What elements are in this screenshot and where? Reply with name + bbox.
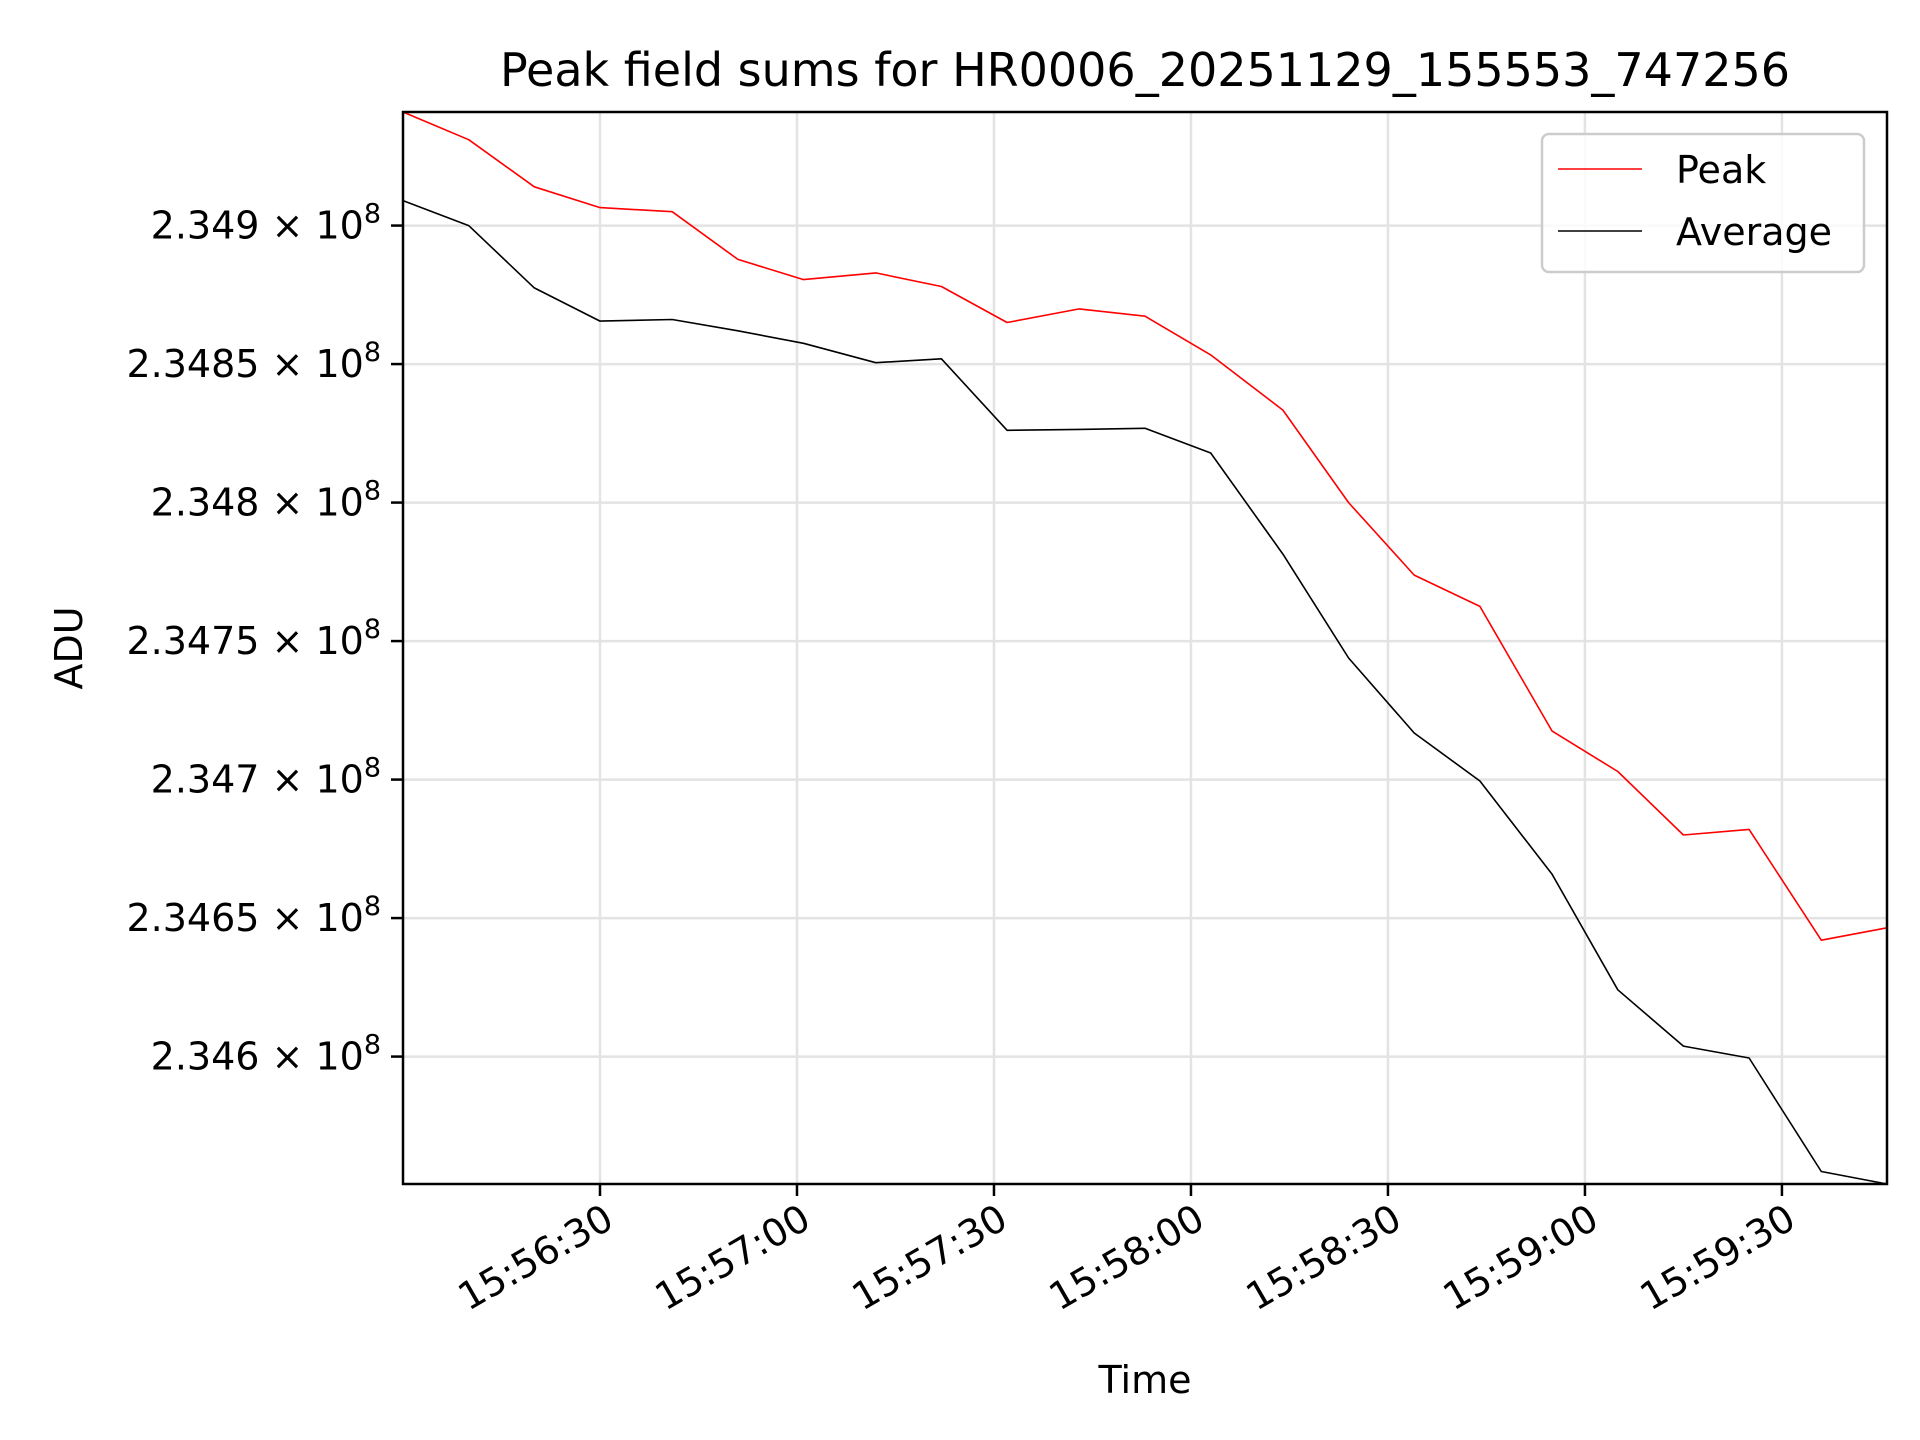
x-tick-label: 15:59:00 (1436, 1196, 1606, 1319)
legend-label-average: Average (1676, 210, 1832, 254)
x-tick-label: 15:57:30 (845, 1196, 1015, 1319)
chart-title: Peak field sums for HR0006_20251129_1555… (500, 43, 1790, 97)
series-lines (402, 111, 1888, 1185)
y-tick-label: 2.3465 × 108 (126, 891, 381, 940)
y-tick-label: 2.3475 × 108 (126, 614, 381, 663)
y-axis-label: ADU (47, 606, 91, 689)
y-tick-label: 2.348 × 108 (151, 476, 381, 525)
legend-label-peak: Peak (1676, 148, 1766, 192)
y-tick-label: 2.347 × 108 (151, 753, 381, 802)
x-tick-label: 15:58:30 (1239, 1196, 1409, 1319)
x-tick-label: 15:59:30 (1633, 1196, 1803, 1319)
y-tick-label: 2.346 × 108 (151, 1030, 381, 1079)
series-line-peak (402, 111, 1888, 942)
x-axis-ticks: 15:56:30 15:57:00 15:57:30 15:58:00 15:58:30… (451, 1184, 1803, 1319)
y-axis-ticks: 2.346 × 108 2.3465 × 108 2.347 × 108 2.3475… (126, 199, 403, 1079)
legend: Peak Average (1540, 132, 1866, 274)
x-axis-label: Time (1098, 1358, 1192, 1402)
series-line-average (402, 199, 1888, 1185)
y-tick-label: 2.3485 × 108 (126, 337, 381, 386)
x-tick-label: 15:56:30 (451, 1196, 621, 1319)
plot-frame (401, 110, 1889, 1186)
x-tick-label: 15:57:00 (648, 1196, 818, 1319)
y-tick-label: 2.349 × 108 (151, 199, 381, 248)
x-tick-label: 15:58:00 (1042, 1196, 1212, 1319)
